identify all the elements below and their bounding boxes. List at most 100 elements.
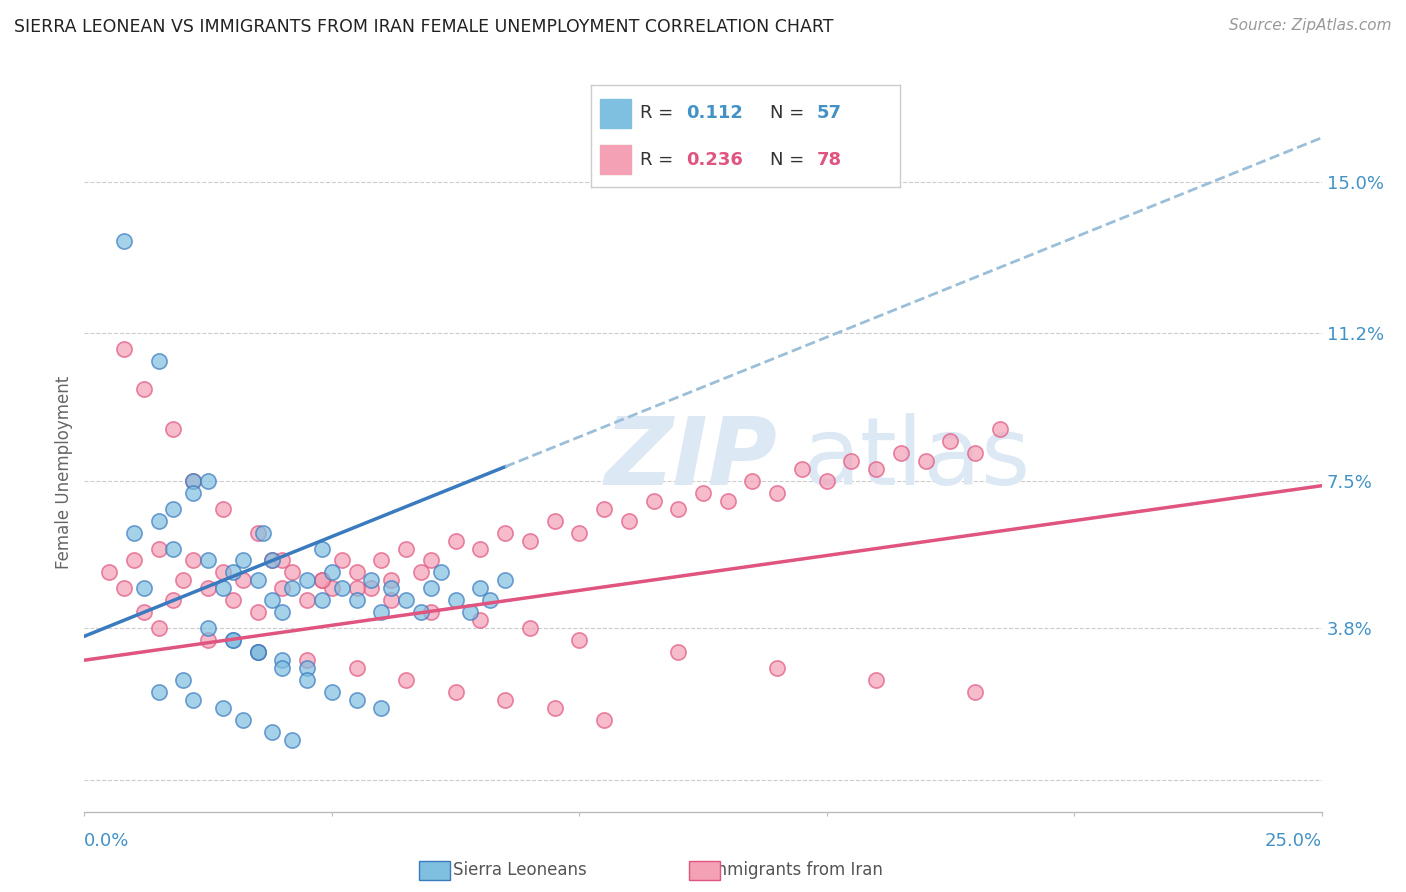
Point: [519, 621, 541, 635]
Point: [281, 733, 304, 747]
Y-axis label: Female Unemployment: Female Unemployment: [55, 376, 73, 569]
Text: 78: 78: [817, 151, 841, 169]
Point: [419, 553, 441, 567]
Point: [271, 582, 294, 596]
Point: [419, 605, 441, 619]
Point: [815, 474, 838, 488]
Point: [222, 566, 245, 580]
Point: [988, 422, 1011, 436]
Bar: [600, 99, 631, 128]
Point: [112, 582, 135, 596]
Point: [122, 525, 145, 540]
Point: [197, 633, 219, 648]
Point: [295, 653, 318, 667]
Point: [841, 454, 863, 468]
Point: [370, 701, 392, 715]
Point: [148, 514, 170, 528]
Point: [380, 593, 402, 607]
Point: [148, 354, 170, 368]
Point: [181, 474, 204, 488]
Point: [132, 382, 155, 396]
Text: SIERRA LEONEAN VS IMMIGRANTS FROM IRAN FEMALE UNEMPLOYMENT CORRELATION CHART: SIERRA LEONEAN VS IMMIGRANTS FROM IRAN F…: [14, 18, 834, 36]
Point: [148, 685, 170, 699]
Point: [543, 514, 565, 528]
Point: [271, 653, 294, 667]
Point: [321, 582, 343, 596]
Point: [162, 541, 184, 556]
Point: [444, 593, 467, 607]
Point: [914, 454, 936, 468]
Point: [172, 574, 194, 588]
Point: [148, 621, 170, 635]
Point: [295, 661, 318, 675]
Point: [519, 533, 541, 548]
Point: [172, 673, 194, 687]
Text: 0.0%: 0.0%: [84, 831, 129, 850]
Point: [98, 566, 121, 580]
Point: [568, 633, 591, 648]
Point: [271, 661, 294, 675]
Point: [543, 701, 565, 715]
Text: 0.112: 0.112: [686, 104, 744, 122]
Point: [409, 605, 432, 619]
Point: [162, 501, 184, 516]
Point: [790, 462, 813, 476]
Point: [429, 566, 451, 580]
Point: [568, 525, 591, 540]
Point: [212, 566, 235, 580]
Point: [330, 553, 353, 567]
Point: [593, 501, 616, 516]
Point: [965, 446, 987, 460]
Point: [643, 493, 665, 508]
Point: [181, 553, 204, 567]
Point: [311, 574, 333, 588]
Text: Sierra Leoneans: Sierra Leoneans: [453, 861, 588, 879]
Text: N =: N =: [770, 104, 810, 122]
Point: [222, 633, 245, 648]
Point: [692, 485, 714, 500]
Point: [346, 566, 368, 580]
Point: [470, 582, 492, 596]
Point: [112, 342, 135, 356]
Point: [460, 605, 482, 619]
Point: [370, 605, 392, 619]
Point: [370, 553, 392, 567]
Point: [360, 574, 382, 588]
Point: [295, 574, 318, 588]
Point: [593, 713, 616, 727]
Point: [444, 685, 467, 699]
Point: [419, 582, 441, 596]
Point: [212, 582, 235, 596]
Point: [470, 613, 492, 627]
Point: [470, 541, 492, 556]
Text: ZIP: ZIP: [605, 413, 778, 505]
Point: [246, 525, 269, 540]
Point: [271, 605, 294, 619]
Text: atlas: atlas: [801, 413, 1031, 505]
Point: [197, 621, 219, 635]
Point: [741, 474, 763, 488]
Point: [444, 533, 467, 548]
Point: [494, 574, 516, 588]
Point: [666, 645, 689, 659]
Text: 25.0%: 25.0%: [1264, 831, 1322, 850]
Point: [222, 633, 245, 648]
Point: [132, 582, 155, 596]
Point: [246, 645, 269, 659]
Point: [212, 701, 235, 715]
Point: [181, 474, 204, 488]
Point: [197, 582, 219, 596]
Point: [132, 605, 155, 619]
Text: R =: R =: [640, 104, 679, 122]
Point: [197, 474, 219, 488]
Bar: [600, 145, 631, 174]
Point: [122, 553, 145, 567]
Point: [246, 574, 269, 588]
Point: [865, 673, 887, 687]
Point: [311, 541, 333, 556]
Point: [321, 566, 343, 580]
Point: [262, 553, 284, 567]
Point: [246, 605, 269, 619]
Point: [330, 582, 353, 596]
Point: [262, 725, 284, 739]
